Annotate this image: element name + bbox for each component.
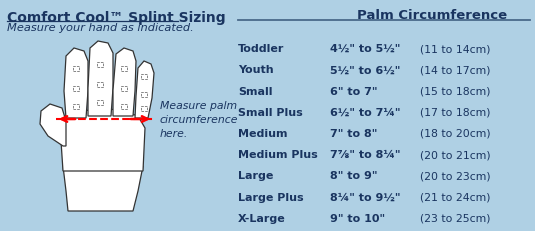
Text: (14 to 17cm): (14 to 17cm) bbox=[420, 65, 491, 75]
Bar bbox=[121, 85, 127, 91]
Text: 6" to 7": 6" to 7" bbox=[330, 87, 378, 97]
Bar bbox=[141, 106, 147, 110]
Polygon shape bbox=[113, 48, 136, 116]
Text: (21 to 24cm): (21 to 24cm) bbox=[420, 193, 491, 203]
Text: Small Plus: Small Plus bbox=[238, 108, 303, 118]
Text: Large: Large bbox=[238, 171, 273, 181]
Text: Medium Plus: Medium Plus bbox=[238, 150, 318, 160]
Polygon shape bbox=[63, 161, 143, 211]
Text: Small: Small bbox=[238, 87, 272, 97]
Text: 4½" to 5½": 4½" to 5½" bbox=[330, 44, 400, 54]
Bar bbox=[141, 91, 147, 97]
Text: (20 to 23cm): (20 to 23cm) bbox=[420, 171, 491, 181]
Bar bbox=[141, 73, 147, 79]
Polygon shape bbox=[64, 48, 88, 118]
Text: (17 to 18cm): (17 to 18cm) bbox=[420, 108, 491, 118]
Bar bbox=[73, 103, 79, 109]
Polygon shape bbox=[88, 41, 113, 116]
Bar bbox=[97, 100, 103, 104]
Text: 8" to 9": 8" to 9" bbox=[330, 171, 378, 181]
Text: 7⅞" to 8¼": 7⅞" to 8¼" bbox=[330, 150, 401, 160]
Bar bbox=[121, 103, 127, 109]
Text: Measure palm
circumference
here.: Measure palm circumference here. bbox=[160, 101, 239, 139]
Text: 5½" to 6½": 5½" to 6½" bbox=[330, 65, 400, 75]
Text: X-Large: X-Large bbox=[238, 214, 286, 224]
Text: (11 to 14cm): (11 to 14cm) bbox=[420, 44, 491, 54]
Bar bbox=[73, 66, 79, 70]
Bar bbox=[97, 82, 103, 86]
Polygon shape bbox=[135, 61, 154, 118]
Text: Measure your hand as indicated.: Measure your hand as indicated. bbox=[7, 23, 194, 33]
Text: 6½" to 7¼": 6½" to 7¼" bbox=[330, 108, 401, 118]
Text: (18 to 20cm): (18 to 20cm) bbox=[420, 129, 491, 139]
Text: (20 to 21cm): (20 to 21cm) bbox=[420, 150, 491, 160]
Polygon shape bbox=[60, 108, 145, 171]
Text: (15 to 18cm): (15 to 18cm) bbox=[420, 87, 491, 97]
Text: (23 to 25cm): (23 to 25cm) bbox=[420, 214, 491, 224]
Text: Medium: Medium bbox=[238, 129, 287, 139]
Text: 9" to 10": 9" to 10" bbox=[330, 214, 385, 224]
Bar bbox=[73, 85, 79, 91]
Text: 8¼" to 9½": 8¼" to 9½" bbox=[330, 193, 401, 203]
Text: Toddler: Toddler bbox=[238, 44, 285, 54]
Text: Youth: Youth bbox=[238, 65, 273, 75]
Bar bbox=[121, 66, 127, 70]
Text: Palm Circumference: Palm Circumference bbox=[357, 9, 508, 22]
Text: 7" to 8": 7" to 8" bbox=[330, 129, 377, 139]
Text: Large Plus: Large Plus bbox=[238, 193, 304, 203]
Text: Comfort Cool™ Splint Sizing: Comfort Cool™ Splint Sizing bbox=[7, 11, 226, 25]
Bar bbox=[97, 61, 103, 67]
Polygon shape bbox=[40, 104, 66, 146]
